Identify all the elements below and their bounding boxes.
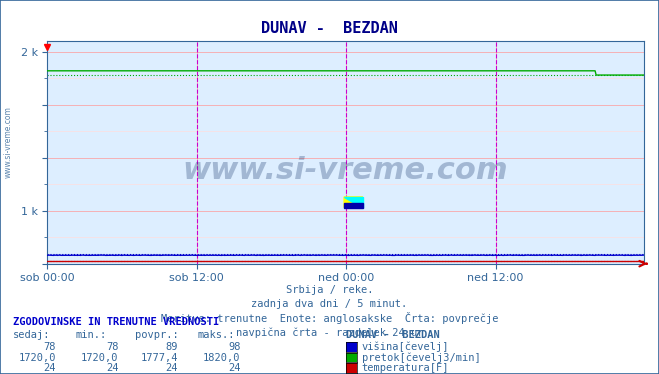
Text: navpična črta - razdelek 24 ur: navpična črta - razdelek 24 ur (236, 327, 423, 338)
Text: 24: 24 (43, 363, 56, 373)
Text: 24: 24 (165, 363, 178, 373)
Text: DUNAV -  BEZDAN: DUNAV - BEZDAN (261, 21, 398, 36)
Text: Srbija / reke.: Srbija / reke. (286, 285, 373, 295)
Text: ZGODOVINSKE IN TRENUTNE VREDNOSTI: ZGODOVINSKE IN TRENUTNE VREDNOSTI (13, 318, 219, 327)
Text: www.si-vreme.com: www.si-vreme.com (183, 156, 509, 185)
Text: 78: 78 (106, 342, 119, 352)
Text: www.si-vreme.com: www.si-vreme.com (4, 106, 13, 178)
Bar (344, 203, 362, 208)
Text: višina[čevelj]: višina[čevelj] (362, 342, 449, 352)
Text: 24: 24 (228, 363, 241, 373)
Text: 1720,0: 1720,0 (18, 353, 56, 362)
Text: Meritve: trenutne  Enote: anglosakske  Črta: povprečje: Meritve: trenutne Enote: anglosakske Črt… (161, 312, 498, 324)
Text: sedaj:: sedaj: (13, 330, 51, 340)
Text: DUNAV -  BEZDAN: DUNAV - BEZDAN (346, 330, 440, 340)
Text: 1777,4: 1777,4 (140, 353, 178, 362)
Polygon shape (344, 197, 362, 208)
Text: pretok[čevelj3/min]: pretok[čevelj3/min] (362, 352, 480, 363)
Text: 24: 24 (106, 363, 119, 373)
Text: 78: 78 (43, 342, 56, 352)
Text: 98: 98 (228, 342, 241, 352)
Text: 89: 89 (165, 342, 178, 352)
Text: 1820,0: 1820,0 (203, 353, 241, 362)
Text: min.:: min.: (76, 330, 107, 340)
Text: zadnja dva dni / 5 minut.: zadnja dva dni / 5 minut. (251, 299, 408, 309)
Text: povpr.:: povpr.: (135, 330, 179, 340)
Text: maks.:: maks.: (198, 330, 235, 340)
Text: 1720,0: 1720,0 (81, 353, 119, 362)
Polygon shape (344, 197, 362, 208)
Text: temperatura[F]: temperatura[F] (362, 363, 449, 373)
